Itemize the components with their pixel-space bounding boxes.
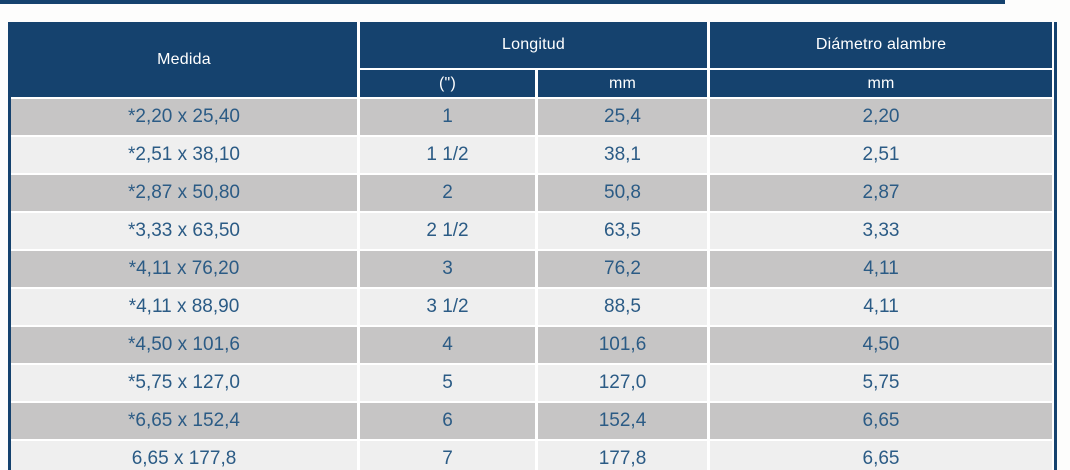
cell-medida: *2,20 x 25,40 xyxy=(11,99,357,135)
cell-medida: *5,75 x 127,0 xyxy=(11,365,357,401)
cell-medida: *4,11 x 76,20 xyxy=(11,251,357,287)
cell-medida: *2,87 x 50,80 xyxy=(11,175,357,211)
cell-diametro: 4,50 xyxy=(710,327,1052,363)
cell-mm: 50,8 xyxy=(538,175,707,211)
cell-inches: 7 xyxy=(360,441,535,470)
cell-medida: *4,11 x 88,90 xyxy=(11,289,357,325)
cell-inches: 5 xyxy=(360,365,535,401)
cell-mm: 152,4 xyxy=(538,403,707,439)
cell-diametro: 5,75 xyxy=(710,365,1052,401)
cell-inches: 2 1/2 xyxy=(360,213,535,249)
cell-diametro: 4,11 xyxy=(710,289,1052,325)
cell-inches: 2 xyxy=(360,175,535,211)
cell-mm: 101,6 xyxy=(538,327,707,363)
cell-medida: *3,33 x 63,50 xyxy=(11,213,357,249)
cell-mm: 88,5 xyxy=(538,289,707,325)
cell-inches: 1 1/2 xyxy=(360,137,535,173)
cell-mm: 127,0 xyxy=(538,365,707,401)
column-header-diametro-alambre: Diámetro alambre xyxy=(710,22,1052,68)
cell-mm: 76,2 xyxy=(538,251,707,287)
top-divider-rule xyxy=(0,0,1005,4)
subheader-diametro-mm: mm xyxy=(710,70,1052,97)
column-header-medida: Medida xyxy=(11,22,357,97)
cell-diametro: 2,87 xyxy=(710,175,1052,211)
cell-medida: *2,51 x 38,10 xyxy=(11,137,357,173)
cell-diametro: 2,20 xyxy=(710,99,1052,135)
cell-diametro: 3,33 xyxy=(710,213,1052,249)
cell-mm: 25,4 xyxy=(538,99,707,135)
cell-inches: 6 xyxy=(360,403,535,439)
cell-mm: 63,5 xyxy=(538,213,707,249)
cell-inches: 4 xyxy=(360,327,535,363)
spec-table-frame: Medida Longitud Diámetro alambre (") mm … xyxy=(8,22,1057,470)
cell-inches: 3 1/2 xyxy=(360,289,535,325)
spec-table: Medida Longitud Diámetro alambre (") mm … xyxy=(11,22,1052,470)
cell-inches: 3 xyxy=(360,251,535,287)
cell-medida: 6,65 x 177,8 xyxy=(11,441,357,470)
cell-mm: 38,1 xyxy=(538,137,707,173)
cell-medida: *6,65 x 152,4 xyxy=(11,403,357,439)
cell-diametro: 6,65 xyxy=(710,403,1052,439)
cell-medida: *4,50 x 101,6 xyxy=(11,327,357,363)
subheader-longitud-mm: mm xyxy=(538,70,707,97)
cell-diametro: 6,65 xyxy=(710,441,1052,470)
cell-mm: 177,8 xyxy=(538,441,707,470)
cell-diametro: 2,51 xyxy=(710,137,1052,173)
column-header-longitud: Longitud xyxy=(360,22,707,68)
cell-inches: 1 xyxy=(360,99,535,135)
cell-diametro: 4,11 xyxy=(710,251,1052,287)
subheader-longitud-inches: (") xyxy=(360,70,535,97)
